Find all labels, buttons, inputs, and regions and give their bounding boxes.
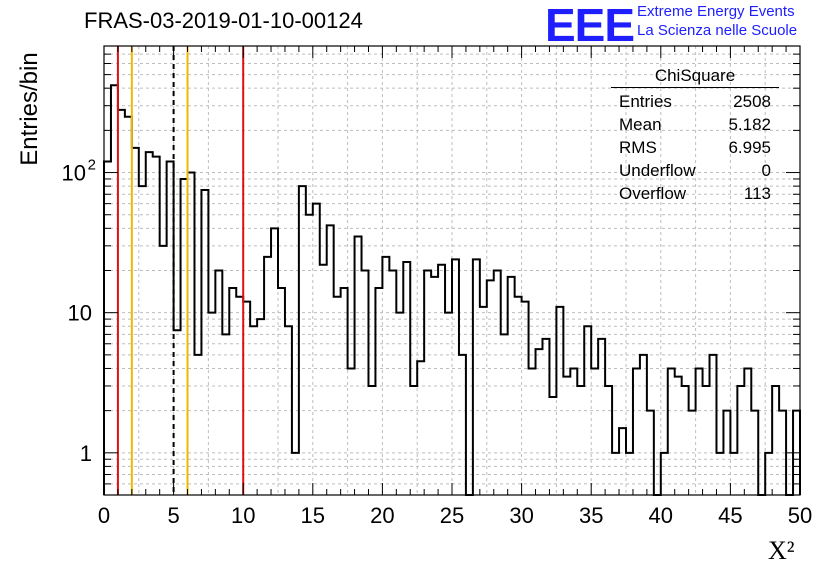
stats-row-entries: Entries 2508	[611, 90, 779, 113]
x-tick-label: 15	[301, 503, 325, 528]
x-tick-label: 10	[231, 503, 255, 528]
x-tick-label: 50	[788, 503, 812, 528]
y-tick-label: 10	[62, 161, 86, 186]
y-tick-label: 10	[68, 301, 92, 326]
x-tick-label: 0	[98, 503, 110, 528]
stats-label: Underflow	[619, 161, 696, 180]
x-tick-label: 35	[579, 503, 603, 528]
histogram-series	[103, 84, 801, 496]
y-tick-label-exponent: 2	[88, 157, 96, 174]
logo-line-1: Extreme Energy Events	[637, 3, 795, 20]
x-tick-label: 30	[509, 503, 533, 528]
x-tick-label: 25	[440, 503, 464, 528]
stats-row-rms: RMS 6.995	[611, 136, 779, 159]
stats-value: 6.995	[728, 138, 771, 157]
stats-row-underflow: Underflow 0	[611, 159, 779, 182]
y-axis-label: Entries/bin	[16, 52, 43, 166]
x-tick-label: 45	[718, 503, 742, 528]
logo-line-2: La Scienza nelle Scuole	[637, 22, 798, 39]
stats-label: Mean	[619, 115, 662, 134]
stats-label: Entries	[619, 92, 672, 111]
x-axis-label: X²	[768, 536, 795, 565]
stats-value: 0	[761, 161, 771, 180]
stats-value: 5.182	[728, 115, 771, 134]
plot-title: FRAS-03-2019-01-10-00124	[84, 8, 363, 33]
stats-row-mean: Mean 5.182	[611, 113, 779, 136]
stats-title: ChiSquare	[611, 66, 779, 88]
eee-logo: EEE	[545, 0, 635, 51]
stats-row-overflow: Overflow 113	[611, 182, 779, 205]
y-tick-label: 1	[80, 441, 92, 466]
x-tick-label: 40	[649, 503, 673, 528]
stats-box: ChiSquare Entries 2508 Mean 5.182 RMS 6.…	[611, 66, 779, 205]
stats-label: Overflow	[619, 184, 687, 203]
x-tick-label: 5	[167, 503, 179, 528]
stats-value: 2508	[733, 92, 771, 111]
stats-value: 113	[743, 184, 771, 203]
stats-label: RMS	[619, 138, 657, 157]
logo-caption: Extreme Energy Events La Scienza nelle S…	[637, 2, 797, 40]
x-tick-label: 20	[370, 503, 394, 528]
